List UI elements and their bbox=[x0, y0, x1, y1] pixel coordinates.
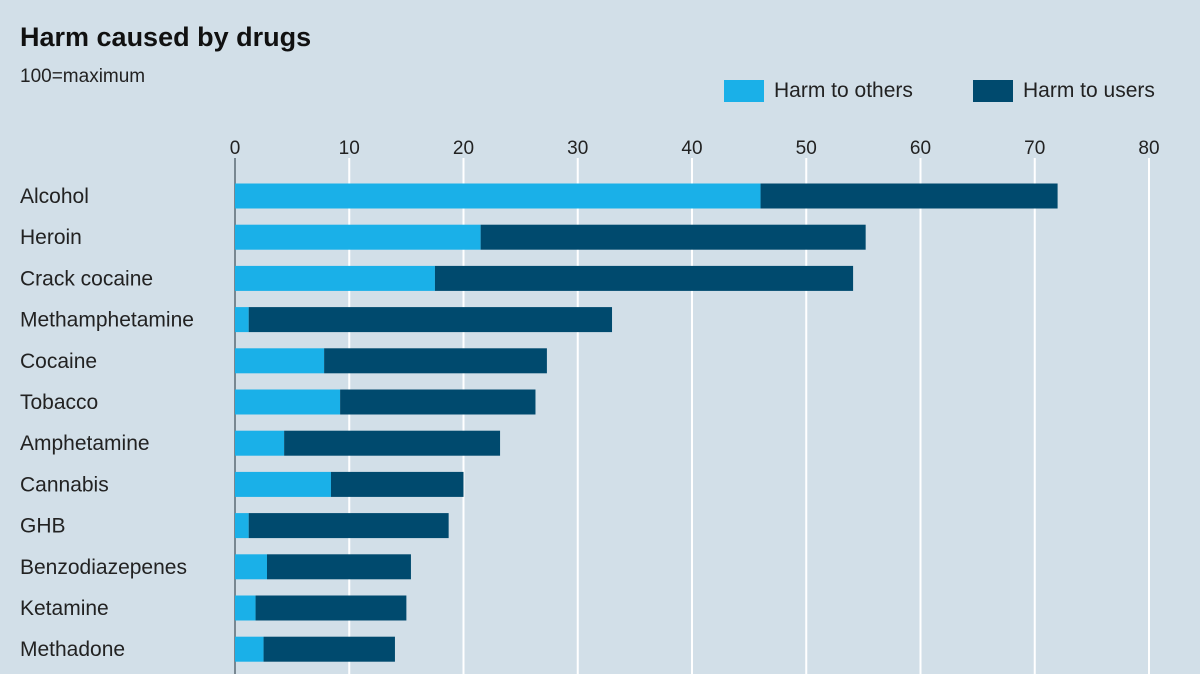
bar-crack-cocaine-harm-to-users bbox=[434, 265, 854, 291]
bar-ghb-harm-to-users bbox=[248, 513, 449, 539]
bar-crack-cocaine-harm-to-others bbox=[235, 265, 435, 291]
x-tick-label-30: 30 bbox=[567, 138, 588, 159]
chart-subtitle: 100=maximum bbox=[20, 66, 146, 87]
category-label-methadone: Methadone bbox=[20, 638, 125, 661]
bar-cocaine-harm-to-users bbox=[324, 348, 547, 374]
x-tick-label-80: 80 bbox=[1138, 138, 1159, 159]
category-label-ketamine: Ketamine bbox=[20, 597, 109, 620]
bar-benzodiazepenes-harm-to-others bbox=[235, 554, 267, 580]
category-label-methamphetamine: Methamphetamine bbox=[20, 309, 194, 332]
category-label-cocaine: Cocaine bbox=[20, 350, 97, 373]
bar-methamphetamine-harm-to-others bbox=[235, 307, 249, 333]
bar-heroin-harm-to-users bbox=[480, 224, 866, 250]
legend-harm-to-others: Harm to others bbox=[724, 78, 913, 104]
bar-tobacco-harm-to-users bbox=[340, 389, 536, 415]
category-label-ghb: GHB bbox=[20, 515, 66, 538]
bar-alcohol-harm-to-users bbox=[760, 183, 1058, 209]
bar-alcohol-harm-to-others bbox=[235, 183, 761, 209]
category-label-amphetamine: Amphetamine bbox=[20, 432, 150, 455]
bar-methamphetamine-harm-to-users bbox=[248, 307, 613, 333]
x-tick-label-60: 60 bbox=[910, 138, 931, 159]
bar-heroin-harm-to-others bbox=[235, 224, 481, 250]
x-tick-label-10: 10 bbox=[339, 138, 360, 159]
legend-harm-to-users: Harm to users bbox=[973, 78, 1155, 104]
legend-swatch-harm-to-users bbox=[973, 80, 1013, 102]
bar-methadone-harm-to-others bbox=[235, 636, 264, 662]
category-label-cannabis: Cannabis bbox=[20, 473, 109, 496]
bar-cannabis-harm-to-others bbox=[235, 471, 331, 497]
bar-cocaine-harm-to-others bbox=[235, 348, 325, 374]
category-label-benzodiazepenes: Benzodiazepenes bbox=[20, 556, 187, 579]
bar-methadone-harm-to-users bbox=[263, 636, 395, 662]
bar-tobacco-harm-to-others bbox=[235, 389, 341, 415]
bar-amphetamine-harm-to-users bbox=[284, 430, 501, 456]
x-tick-label-0: 0 bbox=[230, 138, 241, 159]
x-tick-label-50: 50 bbox=[796, 138, 817, 159]
x-tick-label-40: 40 bbox=[681, 138, 702, 159]
chart-title: Harm caused by drugs bbox=[20, 22, 312, 52]
category-label-crack-cocaine: Crack cocaine bbox=[20, 267, 153, 290]
bar-amphetamine-harm-to-others bbox=[235, 430, 285, 456]
x-tick-label-70: 70 bbox=[1024, 138, 1045, 159]
bar-benzodiazepenes-harm-to-users bbox=[266, 554, 411, 580]
category-label-heroin: Heroin bbox=[20, 226, 82, 249]
x-tick-label-20: 20 bbox=[453, 138, 474, 159]
bar-ketamine-harm-to-users bbox=[255, 595, 407, 621]
bar-ketamine-harm-to-others bbox=[235, 595, 256, 621]
bar-ghb-harm-to-others bbox=[235, 513, 249, 539]
legend-label-harm-to-others: Harm to others bbox=[774, 79, 913, 102]
legend-label-harm-to-users: Harm to users bbox=[1023, 79, 1155, 102]
category-label-tobacco: Tobacco bbox=[20, 391, 98, 414]
legend-swatch-harm-to-others bbox=[724, 80, 764, 102]
bar-cannabis-harm-to-users bbox=[330, 471, 464, 497]
category-label-alcohol: Alcohol bbox=[20, 185, 89, 208]
